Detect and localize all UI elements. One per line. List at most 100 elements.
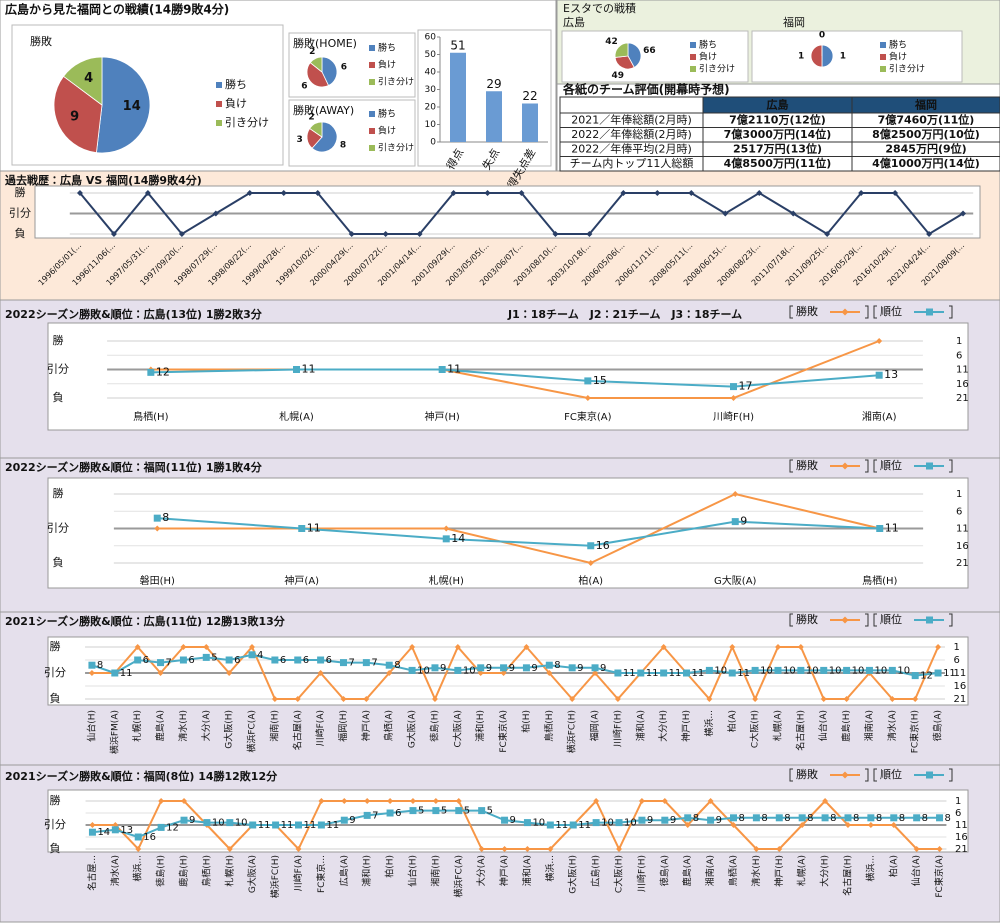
x-tick-label: 札幌(A) — [279, 410, 314, 423]
x-tick-label: 福岡(A) — [589, 710, 601, 741]
marker — [587, 542, 595, 550]
data-label: 10 — [806, 665, 819, 676]
chart-title: 2022シーズン勝敗&順位：福岡(11位) 1勝1敗4分 — [5, 460, 263, 474]
data-label: 11 — [943, 668, 956, 679]
data-label: 10 — [212, 818, 225, 829]
marker — [135, 846, 142, 852]
legend-label: 順位 — [880, 459, 902, 472]
y-tick-label: 勝 — [50, 793, 61, 807]
marker — [76, 190, 83, 196]
x-tick-label: 横浜... — [703, 710, 715, 737]
marker — [178, 231, 185, 237]
marker — [203, 819, 211, 827]
data-label: 10 — [624, 818, 637, 829]
data-label: 11 — [258, 820, 271, 831]
data-label: 11 — [447, 363, 461, 376]
page-title: 広島から見た福岡との戦績(14勝9敗4分) — [5, 2, 229, 17]
data-label: 5 — [418, 806, 424, 817]
y-tick-label: 引分 — [44, 817, 66, 831]
data-label: 8 — [97, 660, 103, 671]
table-header-text: 福岡 — [914, 98, 937, 112]
data-label: 8 — [899, 813, 905, 824]
x-tick-label: 浦和(H) — [474, 710, 486, 742]
marker — [616, 846, 623, 852]
x-tick-label: 川崎F(H) — [713, 410, 754, 423]
data-label: 10 — [829, 665, 842, 676]
marker — [584, 395, 591, 401]
data-label: 17 — [739, 380, 753, 393]
data-label: 6 — [143, 655, 149, 666]
marker — [226, 846, 233, 852]
marker — [926, 231, 933, 237]
marker — [134, 656, 142, 664]
legend-swatch — [369, 128, 375, 134]
data-label: 14 — [451, 532, 465, 545]
bar — [522, 103, 538, 142]
legend-label: 順位 — [880, 613, 902, 626]
legend-label: 勝敗 — [796, 304, 818, 318]
marker — [569, 821, 577, 829]
marker — [547, 846, 554, 852]
data-label: 5 — [211, 652, 217, 663]
x-tick-label: C大阪(H) — [613, 855, 625, 893]
marker — [843, 696, 850, 702]
marker — [822, 798, 829, 804]
x-tick-label: 大分(H) — [657, 710, 669, 742]
data-label: 10 — [463, 665, 476, 676]
y2-tick-label: 16 — [956, 541, 969, 552]
y-tick-label: 引分 — [47, 362, 69, 376]
x-tick-label: 横浜FC(H) — [269, 855, 281, 898]
x-tick-label: G大阪(H) — [567, 855, 579, 894]
data-label: 6 — [303, 655, 309, 666]
marker — [728, 669, 736, 677]
x-tick-label: 札幌(A) — [771, 710, 783, 741]
marker — [317, 656, 325, 664]
y-tick-label: 30 — [425, 85, 437, 95]
table-cell — [851, 156, 1000, 172]
y-tick-label: 勝 — [15, 185, 26, 199]
marker — [913, 846, 920, 852]
legend-swatch — [369, 79, 375, 85]
table-title: 各紙のチーム評価(開幕時予想) — [562, 82, 730, 97]
marker — [844, 822, 851, 828]
y2-tick-label: 11 — [954, 668, 967, 679]
marker — [153, 514, 161, 522]
y2-tick-label: 21 — [956, 558, 969, 569]
data-label: 12 — [166, 822, 179, 833]
legend-swatch — [880, 54, 886, 60]
marker — [386, 670, 393, 676]
marker — [592, 819, 600, 827]
y-tick-label: 0 — [430, 138, 436, 148]
x-tick-label: 柏(A) — [887, 855, 899, 877]
marker — [225, 656, 233, 664]
data-label: 8 — [922, 813, 928, 824]
pie-slice — [614, 42, 629, 58]
x-tick-label: 仙台(H) — [85, 710, 97, 742]
table-cell-text: 8億2500万円(10位) — [872, 127, 980, 141]
marker — [706, 696, 713, 702]
series-line — [157, 517, 880, 547]
series-line — [91, 653, 939, 677]
marker — [913, 814, 921, 822]
marker — [455, 798, 462, 804]
legend-label: 勝ち — [699, 39, 717, 51]
data-label: 10 — [601, 818, 614, 829]
data-label: 5 — [464, 806, 470, 817]
marker — [798, 814, 806, 822]
data-label: 11 — [646, 668, 659, 679]
data-label: 8 — [876, 813, 882, 824]
marker — [293, 366, 300, 373]
legend-bracket — [789, 768, 793, 782]
data-label: 10 — [897, 665, 910, 676]
chart-frame — [751, 30, 963, 83]
marker — [341, 798, 348, 804]
x-tick-label: 名古屋(A) — [291, 710, 303, 750]
x-tick-label: 神戸(H) — [680, 710, 692, 742]
x-tick-label: 鳥栖(A) — [727, 855, 739, 886]
marker — [294, 696, 301, 702]
marker — [797, 644, 804, 650]
legend-bracket — [949, 459, 953, 473]
marker — [775, 814, 783, 822]
x-tick-label: 鳥栖(H) — [133, 410, 168, 423]
